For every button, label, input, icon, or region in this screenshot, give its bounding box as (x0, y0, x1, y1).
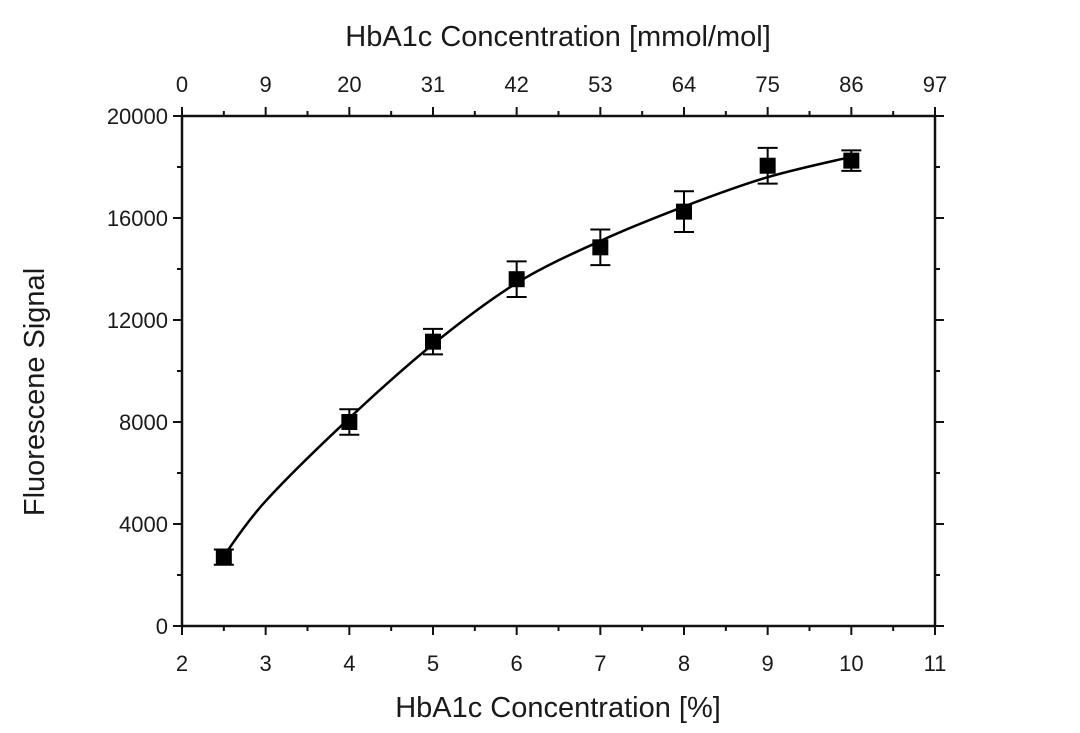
x-tick-label: 9 (762, 651, 774, 676)
x2-tick-label: 9 (260, 72, 272, 97)
data-point (759, 157, 776, 174)
x-tick-label: 11 (924, 651, 947, 676)
x-tick-label: 10 (839, 651, 863, 676)
x-tick-labels: 2 3 4 5 6 7 8 9 10 11 (176, 651, 947, 676)
x-tick-label: 6 (511, 651, 523, 676)
x2-tick-label: 42 (504, 72, 528, 97)
x-tick-label: 7 (594, 651, 606, 676)
x-tick-label: 5 (427, 651, 439, 676)
x2-axis-title: HbA1c Concentration [mmol/mol] (345, 21, 771, 53)
x2-tick-label: 53 (588, 72, 612, 97)
data-point (341, 414, 358, 430)
x2-tick-label: 31 (421, 72, 445, 97)
x2-tick-label: 64 (672, 72, 696, 97)
data-point (843, 152, 860, 169)
data-point (592, 239, 609, 256)
x2-tick-label: 0 (176, 72, 188, 97)
data-point (215, 549, 232, 566)
x-tick-label: 8 (678, 651, 690, 676)
x2-tick-label: 86 (839, 72, 863, 97)
y-tick-label: 4000 (119, 512, 168, 537)
fit-curve-line (222, 155, 852, 557)
y-tick-label: 12000 (107, 308, 168, 333)
x-tick-label: 2 (176, 651, 188, 676)
y-tick-label: 16000 (107, 206, 168, 231)
data-point (508, 271, 525, 288)
x-tick-label: 3 (260, 651, 272, 676)
data-points (213, 146, 862, 566)
y-tick-label: 0 (156, 614, 168, 639)
plot-frame (180, 114, 937, 628)
y-tick-label: 8000 (119, 410, 168, 435)
axis-ticks (173, 107, 944, 635)
x2-tick-labels: 0 9 20 31 42 53 64 75 86 97 (176, 72, 947, 97)
y-tick-label: 20000 (107, 104, 168, 129)
x-axis-title: HbA1c Concentration [%] (395, 692, 721, 724)
x2-tick-label: 20 (337, 72, 361, 97)
y-axis-title: Fluorescene Signal (19, 268, 51, 516)
x-tick-label: 4 (343, 651, 355, 676)
x2-tick-label: 97 (923, 72, 947, 97)
data-point (425, 333, 441, 350)
y-tick-labels: 0 4000 8000 12000 16000 20000 (107, 104, 168, 639)
data-point (676, 203, 692, 220)
x2-tick-label: 75 (755, 72, 779, 97)
